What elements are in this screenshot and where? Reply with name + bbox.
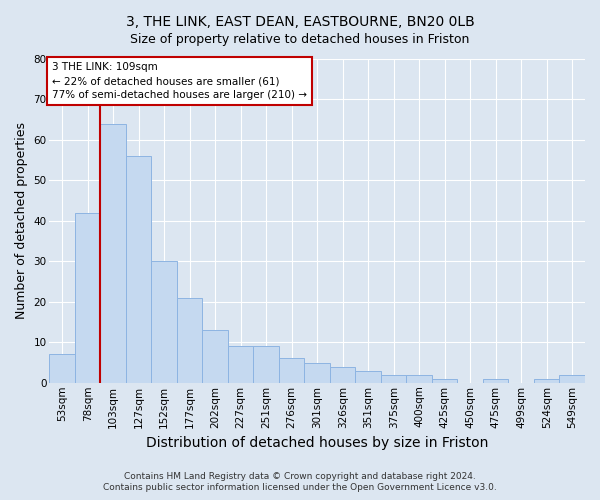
Y-axis label: Number of detached properties: Number of detached properties — [15, 122, 28, 320]
X-axis label: Distribution of detached houses by size in Friston: Distribution of detached houses by size … — [146, 436, 488, 450]
Bar — [432, 378, 457, 383]
Bar — [483, 378, 508, 383]
Bar — [330, 366, 355, 383]
Bar — [75, 213, 100, 383]
Text: Contains HM Land Registry data © Crown copyright and database right 2024.
Contai: Contains HM Land Registry data © Crown c… — [103, 472, 497, 492]
Bar — [355, 370, 381, 383]
Bar — [534, 378, 559, 383]
Bar — [228, 346, 253, 383]
Bar — [406, 374, 432, 383]
Bar — [126, 156, 151, 383]
Bar — [253, 346, 279, 383]
Bar — [100, 124, 126, 383]
Bar — [177, 298, 202, 383]
Bar — [381, 374, 406, 383]
Bar — [49, 354, 75, 383]
Bar — [202, 330, 228, 383]
Text: 3 THE LINK: 109sqm
← 22% of detached houses are smaller (61)
77% of semi-detache: 3 THE LINK: 109sqm ← 22% of detached hou… — [52, 62, 307, 100]
Bar — [151, 262, 177, 383]
Text: Size of property relative to detached houses in Friston: Size of property relative to detached ho… — [130, 32, 470, 46]
Text: 3, THE LINK, EAST DEAN, EASTBOURNE, BN20 0LB: 3, THE LINK, EAST DEAN, EASTBOURNE, BN20… — [125, 15, 475, 29]
Bar — [279, 358, 304, 383]
Bar — [304, 362, 330, 383]
Bar — [559, 374, 585, 383]
